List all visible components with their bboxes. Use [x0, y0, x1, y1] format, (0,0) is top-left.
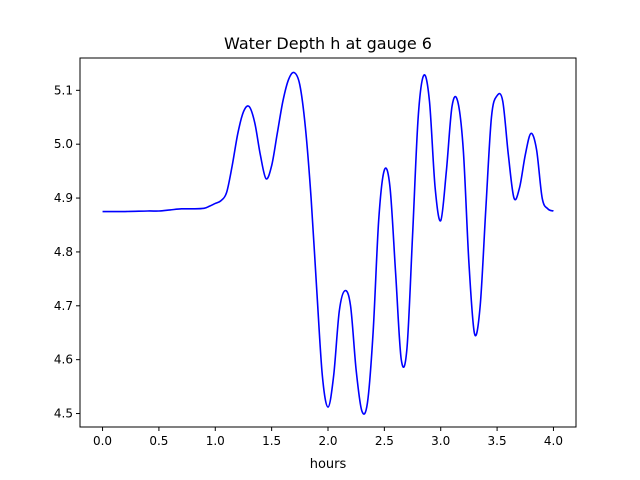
y-tick-label: 5.0	[54, 137, 73, 151]
series-line	[102, 71, 554, 415]
y-tick-label: 4.8	[54, 245, 73, 259]
x-tick-label: 0.5	[149, 434, 168, 448]
x-tick-label: 3.0	[431, 434, 450, 448]
x-tick-label: 0.0	[93, 434, 112, 448]
plot-area	[102, 71, 554, 415]
x-axis: 0.0 0.5 1.0 1.5 2.0 2.5 3.0 3.5 4.0	[93, 427, 563, 448]
y-tick-label: 4.6	[54, 353, 73, 367]
x-axis-label: hours	[310, 457, 347, 472]
chart-title: Water Depth h at gauge 6	[224, 34, 432, 53]
x-tick-label: 1.5	[262, 434, 281, 448]
x-tick-label: 3.5	[488, 434, 507, 448]
y-tick-label: 4.9	[54, 191, 73, 205]
x-tick-label: 4.0	[544, 434, 563, 448]
x-tick-label: 1.0	[206, 434, 225, 448]
x-tick-label: 2.0	[318, 434, 337, 448]
y-tick-label: 4.5	[54, 407, 73, 421]
y-axis: 4.5 4.6 4.7 4.8 4.9 5.0 5.1	[54, 83, 80, 421]
y-tick-label: 5.1	[54, 83, 73, 97]
x-tick-label: 2.5	[375, 434, 394, 448]
y-tick-label: 4.7	[54, 299, 73, 313]
